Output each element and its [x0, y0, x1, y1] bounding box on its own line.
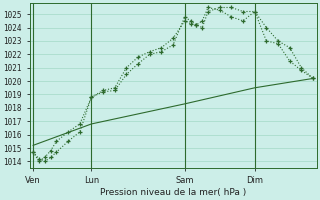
X-axis label: Pression niveau de la mer( hPa ): Pression niveau de la mer( hPa ) [100, 188, 246, 197]
